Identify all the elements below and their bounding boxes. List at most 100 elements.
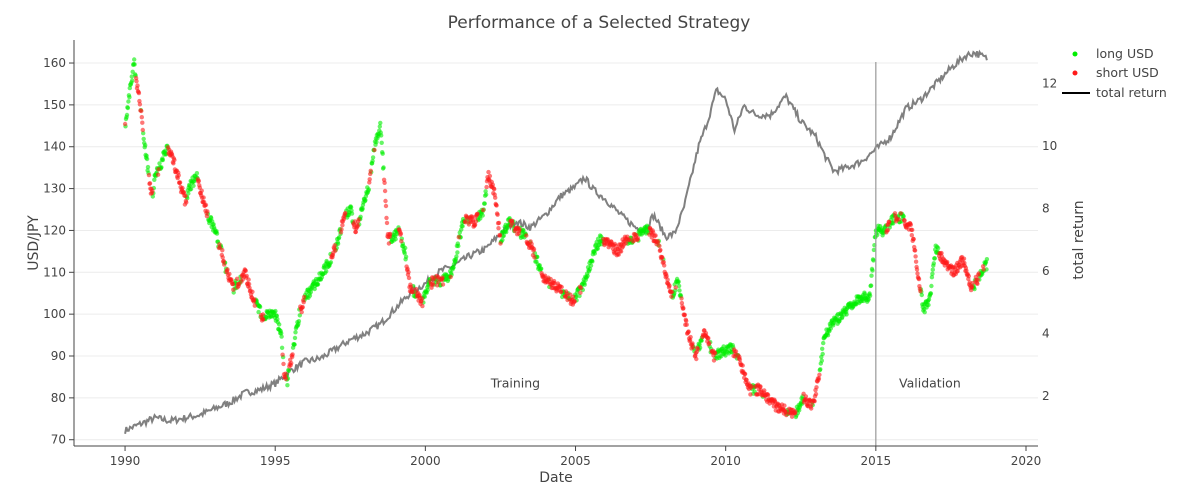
short-usd-point — [618, 249, 624, 254]
short-usd-point — [204, 213, 210, 219]
legend-item-long-usd[interactable]: long USD — [1072, 46, 1154, 61]
short-usd-point — [742, 371, 748, 377]
short-usd-point — [203, 202, 209, 208]
y-tick-label: 140 — [43, 140, 66, 154]
long-usd-point — [307, 293, 313, 298]
short-usd-point — [398, 231, 404, 236]
short-usd-point — [669, 289, 675, 295]
short-usd-point — [673, 285, 678, 290]
short-usd-point — [496, 220, 502, 226]
y-tick-label: 100 — [43, 307, 66, 321]
short-usd-point — [681, 306, 686, 311]
short-usd-point — [301, 294, 307, 300]
short-usd-point — [171, 161, 176, 166]
short-usd-point — [793, 409, 798, 414]
long-usd-point — [277, 322, 282, 327]
short-usd-point — [436, 279, 441, 285]
short-usd-point — [155, 172, 161, 177]
short-usd-point — [430, 281, 436, 286]
long-usd-point — [919, 292, 924, 298]
short-usd-point — [341, 216, 347, 222]
legend-label-short: short USD — [1096, 65, 1159, 80]
short-usd-point — [399, 239, 404, 244]
short-usd-point — [682, 312, 687, 317]
long-usd-point — [132, 57, 137, 62]
short-usd-point — [221, 258, 226, 264]
long-usd-point — [929, 283, 934, 289]
short-usd-point — [156, 167, 161, 172]
long-usd-point — [922, 310, 927, 315]
short-usd-point — [733, 349, 739, 354]
short-usd-point — [817, 372, 822, 377]
short-usd-point — [481, 207, 486, 213]
long-usd-point — [821, 340, 826, 346]
short-usd-point — [147, 181, 153, 186]
long-usd-point — [143, 143, 148, 148]
long-usd-point — [820, 351, 825, 357]
long-usd-point — [188, 186, 194, 192]
short-usd-point — [765, 393, 771, 398]
short-usd-point — [356, 217, 361, 222]
short-usd-point — [231, 287, 236, 292]
short-usd-point — [812, 399, 817, 404]
long-usd-point — [285, 383, 290, 388]
short-usd-point — [694, 356, 699, 362]
short-usd-point — [289, 360, 294, 366]
short-usd-point — [244, 273, 249, 279]
short-usd-point — [227, 271, 232, 277]
long-usd-point — [257, 304, 263, 310]
long-usd-point — [871, 258, 876, 263]
short-usd-point — [372, 147, 377, 153]
legend-item-short-usd[interactable]: short USD — [1072, 65, 1159, 80]
short-usd-point — [913, 254, 918, 259]
short-usd-point — [140, 120, 145, 125]
short-usd-point — [975, 281, 980, 286]
y-tick-label: 150 — [43, 98, 66, 112]
long-usd-point — [590, 259, 595, 264]
traces — [122, 49, 990, 434]
short-usd-point — [758, 384, 763, 389]
short-usd-point — [243, 268, 248, 273]
short-usd-point — [340, 223, 345, 228]
short-usd-point — [252, 303, 257, 308]
long-usd-point — [186, 191, 191, 196]
long-usd-point — [130, 78, 135, 83]
long-usd-point — [928, 291, 934, 296]
long-usd-point — [504, 229, 509, 235]
short-usd-point — [809, 406, 814, 411]
long-usd-point — [370, 158, 375, 164]
short-usd-point — [955, 269, 960, 274]
long-usd-point — [124, 112, 130, 118]
y-tick-label: 110 — [43, 265, 66, 279]
long-usd-point — [585, 273, 590, 278]
long-usd-point — [191, 183, 196, 188]
short-usd-point — [664, 274, 669, 279]
short-usd-point — [744, 377, 749, 383]
x-axis-title: Date — [539, 470, 572, 486]
short-usd-point — [896, 217, 901, 222]
long-usd-point — [141, 136, 146, 142]
short-usd-point — [737, 357, 743, 362]
long-usd-point — [521, 228, 526, 233]
short-usd-point — [918, 289, 923, 294]
short-usd-point — [492, 186, 497, 192]
short-usd-point — [813, 391, 819, 397]
long-usd-point — [592, 251, 597, 256]
short-usd-point — [493, 195, 498, 200]
long-usd-point — [381, 165, 386, 170]
legend-item-total-return[interactable]: total return — [1062, 85, 1167, 100]
long-usd-point — [582, 282, 587, 287]
short-usd-point — [707, 340, 712, 346]
short-usd-point — [913, 259, 919, 264]
short-usd-point — [916, 276, 922, 282]
y2-tick-label: 10 — [1042, 139, 1057, 153]
long-usd-point — [930, 271, 935, 276]
short-usd-point — [440, 282, 446, 287]
short-usd-point — [177, 180, 183, 185]
short-usd-point — [532, 255, 537, 260]
short-usd-point — [136, 90, 142, 96]
short-usd-point — [667, 283, 672, 288]
short-usd-point — [814, 385, 819, 390]
long-usd-point — [483, 192, 489, 197]
short-usd-point — [911, 236, 916, 242]
